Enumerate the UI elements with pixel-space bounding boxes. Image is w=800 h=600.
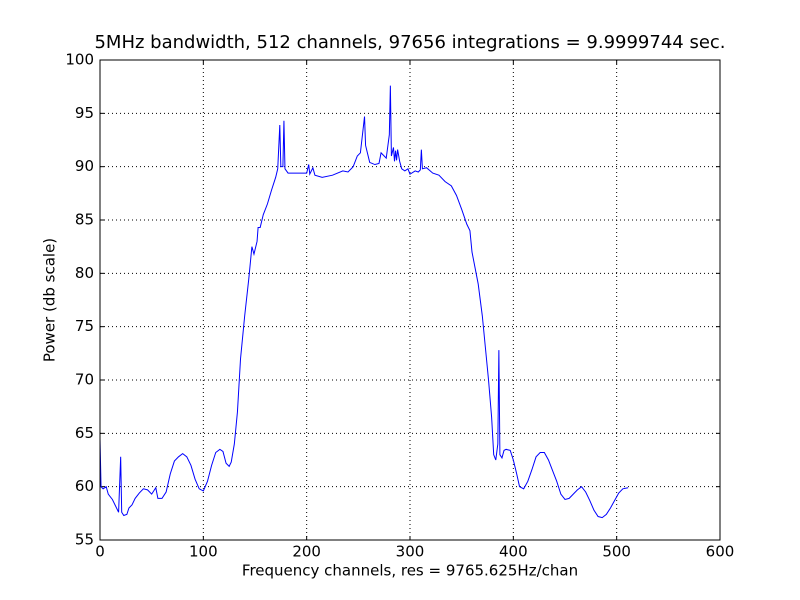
x-tick-label: 0 bbox=[95, 543, 105, 561]
x-tick-label: 600 bbox=[706, 543, 735, 561]
y-tick-label: 100 bbox=[65, 51, 94, 69]
x-tick-label: 400 bbox=[499, 543, 528, 561]
y-tick-label: 70 bbox=[75, 371, 94, 389]
y-tick-label: 55 bbox=[75, 531, 94, 549]
y-tick-label: 65 bbox=[75, 424, 94, 442]
y-tick-label: 75 bbox=[75, 317, 94, 335]
x-tick-label: 300 bbox=[396, 543, 425, 561]
x-tick-label: 200 bbox=[292, 543, 321, 561]
chart-title: 5MHz bandwidth, 512 channels, 97656 inte… bbox=[94, 32, 725, 53]
y-tick-label: 90 bbox=[75, 157, 94, 175]
data-line bbox=[99, 85, 629, 519]
y-tick-label: 85 bbox=[75, 211, 94, 229]
y-tick-label: 95 bbox=[75, 104, 94, 122]
x-tick-label: 500 bbox=[602, 543, 631, 561]
y-axis-label: Power (db scale) bbox=[41, 238, 59, 362]
y-tick-label: 80 bbox=[75, 264, 94, 282]
y-tick-label: 60 bbox=[75, 477, 94, 495]
plot-frame bbox=[99, 59, 721, 541]
x-tick-label: 100 bbox=[189, 543, 218, 561]
x-axis-label: Frequency channels, res = 9765.625Hz/cha… bbox=[242, 562, 578, 580]
